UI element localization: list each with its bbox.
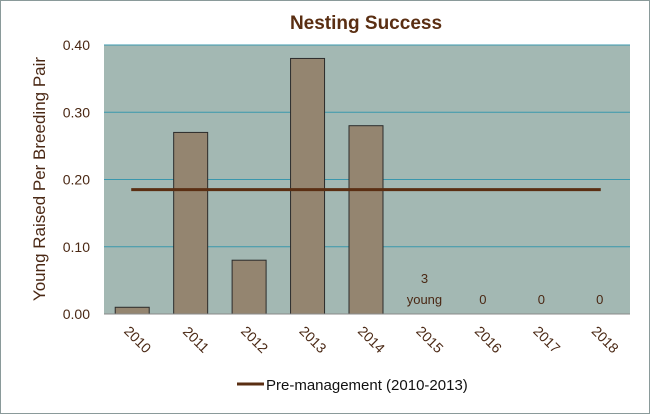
y-axis-label: Young Raised Per Breeding Pair [30, 57, 49, 301]
bar-annotation: 0 [596, 292, 603, 307]
bar [231, 259, 267, 315]
chart-title: Nesting Success [290, 13, 442, 34]
bar-annotation: 0 [479, 292, 486, 307]
bar-annotation: 3 [421, 271, 428, 286]
bar-annotations: 3 young 0 0 0 [407, 271, 604, 307]
bar [173, 131, 209, 315]
y-tick-label: 0.00 [63, 306, 90, 322]
bar-annotation: 0 [538, 292, 545, 307]
bar [290, 57, 326, 315]
y-tick-label: 0.20 [63, 172, 90, 188]
bar [114, 306, 150, 315]
bar-annotation: young [407, 292, 442, 307]
bars [114, 57, 384, 315]
y-axis-tick-labels: 0.00 0.10 0.20 0.30 0.40 [63, 37, 90, 322]
y-tick-label: 0.40 [63, 37, 90, 53]
legend-label: Pre-management (2010-2013) [266, 377, 468, 394]
legend: Pre-management (2010-2013) [237, 377, 468, 394]
y-tick-label: 0.30 [63, 104, 90, 120]
y-tick-label: 0.10 [63, 239, 90, 255]
bar [348, 125, 384, 315]
